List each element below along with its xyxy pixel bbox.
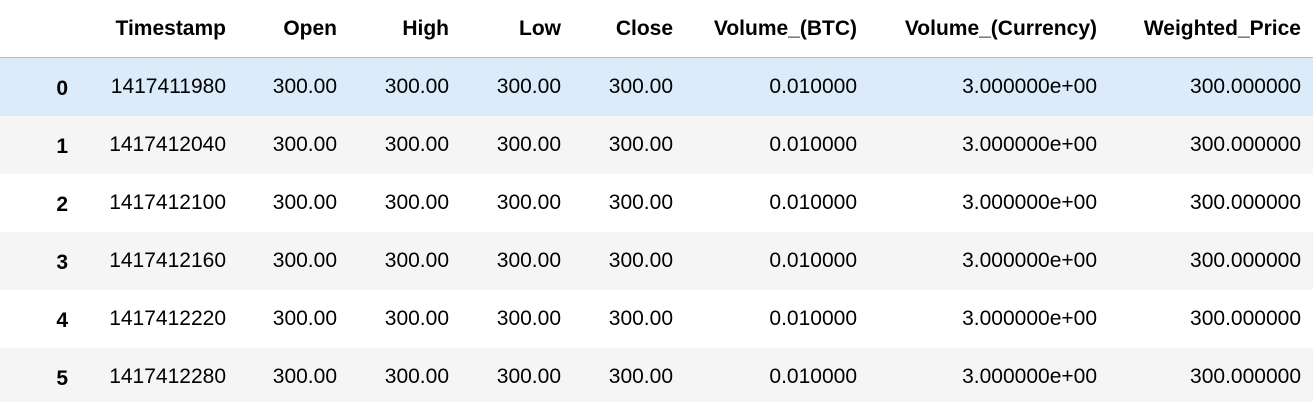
column-header: High [349, 0, 461, 58]
column-header: Weighted_Price [1109, 0, 1313, 58]
table-cell: 300.00 [272, 75, 337, 98]
table-row: 0 1417411980 300.00 300.00 300.00 300.00 0.010… [0, 57, 1313, 116]
table-cell: 300.00 [608, 133, 673, 156]
table-cell: 300.000000 [1190, 249, 1301, 272]
table-row: 2 1417412100 300.00 300.00 300.00 300.00 0.010… [0, 174, 1313, 232]
table-body: 0 1417411980 300.00 300.00 300.00 300.00 0.010… [0, 57, 1313, 402]
table-row: 1 1417412040 300.00 300.00 300.00 300.00 0.010… [0, 116, 1313, 174]
table-cell: 300.00 [272, 365, 337, 388]
row-index: 4 [56, 309, 68, 332]
row-index: 5 [56, 367, 68, 390]
table-cell: 300.00 [272, 307, 337, 330]
column-header: Close [573, 0, 685, 58]
table-cell: 300.00 [384, 307, 449, 330]
table-cell: 3.000000e+00 [962, 133, 1097, 156]
table-cell: 300.00 [496, 191, 561, 214]
table-cell: 0.010000 [769, 249, 857, 272]
header-row: Timestamp Open High Low Close Volume_(BTC) Vol… [0, 0, 1313, 58]
table-cell: 300.00 [272, 249, 337, 272]
table-cell: 300.000000 [1190, 75, 1301, 98]
table-cell: 300.00 [608, 249, 673, 272]
table-cell: 300.00 [384, 249, 449, 272]
table-cell: 1417411980 [110, 75, 226, 98]
column-header: Volume_(Currency) [869, 0, 1109, 58]
table-cell: 0.010000 [769, 307, 857, 330]
table-cell: 300.00 [384, 365, 449, 388]
table-cell: 1417412160 [109, 249, 226, 272]
table-cell: 300.00 [608, 307, 673, 330]
column-header: Volume_(BTC) [685, 0, 869, 58]
index-header [0, 0, 80, 58]
row-index: 2 [56, 193, 68, 216]
table-cell: 300.000000 [1190, 133, 1301, 156]
table-cell: 0.010000 [769, 75, 857, 98]
column-header: Open [238, 0, 349, 58]
table-cell: 300.000000 [1190, 307, 1301, 330]
column-header: Timestamp [80, 0, 238, 58]
row-index: 3 [56, 251, 68, 274]
table-cell: 300.00 [608, 365, 673, 388]
table-cell: 300.00 [272, 191, 337, 214]
table-cell: 1417412280 [109, 365, 226, 388]
row-index: 0 [56, 77, 68, 100]
table-cell: 300.00 [272, 133, 337, 156]
row-index: 1 [56, 135, 68, 158]
table-cell: 3.000000e+00 [962, 249, 1097, 272]
table-cell: 3.000000e+00 [962, 307, 1097, 330]
table-cell: 0.010000 [769, 133, 857, 156]
table-cell: 300.00 [608, 75, 673, 98]
table-cell: 300.000000 [1190, 365, 1301, 388]
table-cell: 300.00 [384, 191, 449, 214]
table-cell: 0.010000 [769, 191, 857, 214]
table-cell: 300.00 [608, 191, 673, 214]
table-cell: 3.000000e+00 [962, 75, 1097, 98]
table-cell: 300.00 [496, 365, 561, 388]
table-row: 3 1417412160 300.00 300.00 300.00 300.00 0.010… [0, 232, 1313, 290]
table-cell: 1417412100 [109, 191, 226, 214]
table-cell: 1417412040 [109, 133, 226, 156]
table-cell: 300.00 [496, 249, 561, 272]
table-cell: 0.010000 [769, 365, 857, 388]
table-row: 4 1417412220 300.00 300.00 300.00 300.00 0.010… [0, 290, 1313, 348]
table-cell: 300.00 [496, 75, 561, 98]
table-cell: 1417412220 [109, 307, 226, 330]
table-cell: 300.00 [496, 133, 561, 156]
table-cell: 3.000000e+00 [962, 191, 1097, 214]
table-cell: 3.000000e+00 [962, 365, 1097, 388]
table-cell: 300.00 [384, 75, 449, 98]
table-cell: 300.000000 [1190, 191, 1301, 214]
column-header: Low [461, 0, 573, 58]
table-cell: 300.00 [384, 133, 449, 156]
table-row: 5 1417412280 300.00 300.00 300.00 300.00 0.010… [0, 348, 1313, 402]
table-cell: 300.00 [496, 307, 561, 330]
